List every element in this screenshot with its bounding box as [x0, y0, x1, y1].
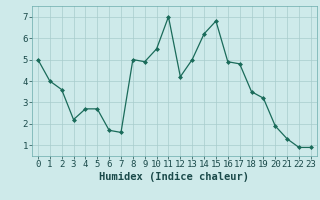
X-axis label: Humidex (Indice chaleur): Humidex (Indice chaleur)	[100, 172, 249, 182]
